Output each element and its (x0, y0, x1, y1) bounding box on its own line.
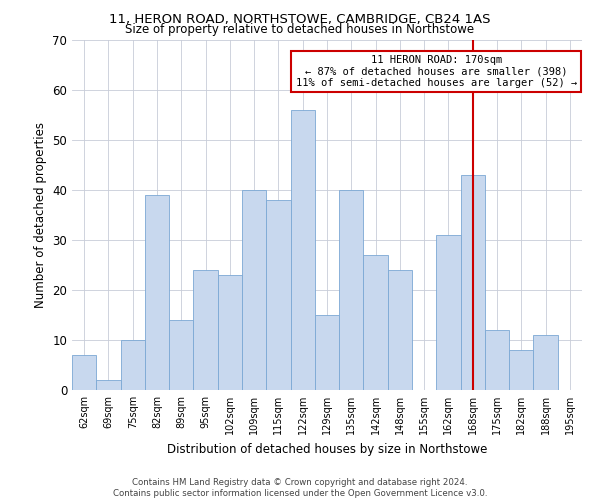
Y-axis label: Number of detached properties: Number of detached properties (34, 122, 47, 308)
Bar (388, 270, 412, 390)
Bar (364, 255, 388, 390)
Text: 11 HERON ROAD: 170sqm
← 87% of detached houses are smaller (398)
11% of semi-det: 11 HERON ROAD: 170sqm ← 87% of detached … (296, 55, 577, 88)
Bar (96, 380, 121, 390)
Bar (461, 175, 485, 390)
Bar (509, 350, 533, 390)
Bar (218, 275, 242, 390)
Bar (485, 330, 509, 390)
Text: 11, HERON ROAD, NORTHSTOWE, CAMBRIDGE, CB24 1AS: 11, HERON ROAD, NORTHSTOWE, CAMBRIDGE, C… (109, 12, 491, 26)
Bar (436, 235, 461, 390)
Bar (315, 315, 339, 390)
Text: Size of property relative to detached houses in Northstowe: Size of property relative to detached ho… (125, 22, 475, 36)
Bar (72, 355, 96, 390)
Bar (242, 190, 266, 390)
Bar (145, 195, 169, 390)
Bar (169, 320, 193, 390)
X-axis label: Distribution of detached houses by size in Northstowe: Distribution of detached houses by size … (167, 442, 487, 456)
Bar (533, 335, 558, 390)
Bar (339, 190, 364, 390)
Text: Contains HM Land Registry data © Crown copyright and database right 2024.
Contai: Contains HM Land Registry data © Crown c… (113, 478, 487, 498)
Bar (266, 200, 290, 390)
Bar (121, 340, 145, 390)
Bar (290, 110, 315, 390)
Bar (193, 270, 218, 390)
